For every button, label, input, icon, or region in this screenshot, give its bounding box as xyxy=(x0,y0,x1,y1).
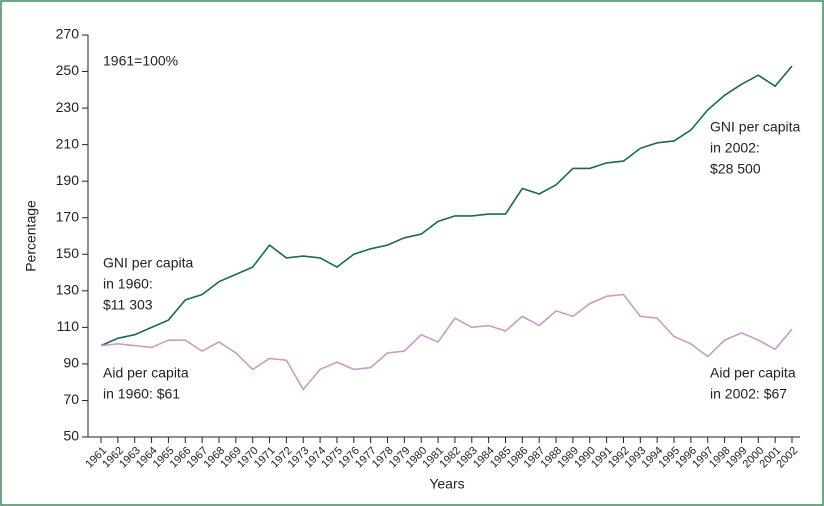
y-tick-label: 230 xyxy=(56,99,80,115)
annotation: Aid per capita xyxy=(103,365,189,381)
annotation: $11 303 xyxy=(103,297,153,313)
series-line xyxy=(100,65,793,347)
y-tick-label: 210 xyxy=(56,135,80,151)
annotation: 1961=100% xyxy=(103,53,178,69)
y-tick-label: 130 xyxy=(56,282,80,298)
annotation: in 2002: $67 xyxy=(710,386,787,402)
annotation: in 2002: xyxy=(710,140,760,156)
annotation: GNI per capita xyxy=(103,255,193,271)
x-axis-label: Years xyxy=(429,476,464,492)
annotation: in 1960: xyxy=(103,276,153,292)
y-tick-label: 150 xyxy=(56,245,80,261)
annotation: $28 500 xyxy=(710,161,761,177)
annotation: in 1960: $61 xyxy=(103,386,180,402)
y-tick-label: 70 xyxy=(63,391,79,407)
y-tick-label: 270 xyxy=(56,26,80,42)
y-tick-label: 250 xyxy=(56,62,80,78)
y-tick-label: 110 xyxy=(57,318,80,334)
y-tick-label: 90 xyxy=(63,355,79,371)
y-tick-label: 190 xyxy=(56,172,80,188)
y-axis-label: Percentage xyxy=(23,200,39,272)
series-line xyxy=(100,293,793,391)
annotation: GNI per capita xyxy=(710,119,800,135)
y-tick-label: 50 xyxy=(63,428,79,444)
y-tick-label: 170 xyxy=(56,208,80,224)
annotation: Aid per capita xyxy=(710,365,796,381)
